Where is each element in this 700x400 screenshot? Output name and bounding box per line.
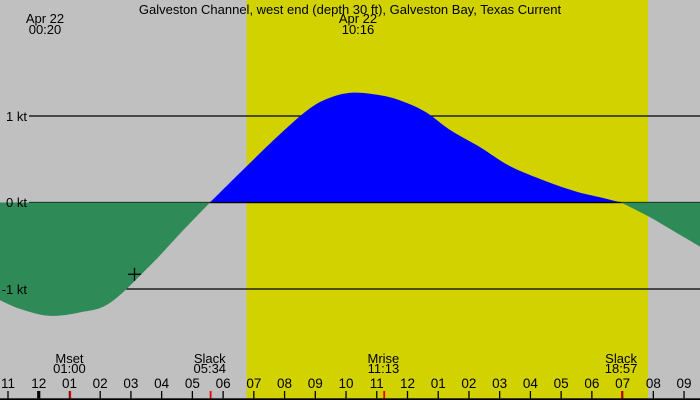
event-name: Mrise: [367, 351, 400, 366]
event-label: Mset 01:00: [34, 351, 104, 376]
hour-label: 07: [615, 376, 631, 391]
hour-label: 12: [31, 376, 47, 391]
hour-label: 08: [645, 376, 661, 391]
flood-area: [210, 92, 621, 203]
hour-label: 12: [399, 376, 415, 391]
ebb-area-right: [621, 202, 700, 247]
event-label: Slack 18:57: [586, 351, 656, 376]
y-axis-label: -1 kt: [1, 281, 27, 297]
y-axis-label: 0 kt: [6, 195, 27, 210]
hour-label: 03: [123, 376, 139, 391]
max-ebb-date: Apr 22: [25, 11, 65, 26]
y-axis-label: 1 kt: [6, 108, 27, 124]
hour-label: 11: [0, 376, 15, 391]
event-time: 01:00: [53, 360, 86, 376]
max-flood-timestamp: Apr 22 10:16: [316, 11, 400, 37]
event-name: Slack: [193, 351, 226, 366]
hour-label: 02: [92, 376, 108, 391]
ebb-area-left: [0, 202, 210, 316]
event-name: Slack: [605, 351, 637, 366]
max-flood-date: Apr 22: [338, 11, 378, 26]
event-time: 05:34: [193, 360, 227, 376]
hour-label: 04: [154, 376, 170, 391]
hour-label: 11: [369, 376, 384, 391]
hour-label: 01: [430, 376, 446, 391]
hour-label: 09: [307, 376, 323, 391]
hour-label: 09: [676, 376, 692, 391]
hour-label: 08: [277, 376, 293, 391]
event-label: Mrise 11:13: [348, 351, 418, 376]
hour-label: 10: [338, 376, 354, 391]
hour-label: 07: [246, 376, 262, 391]
hour-label: 06: [584, 376, 600, 391]
hour-label: 04: [522, 376, 538, 391]
event-time: 11:13: [367, 360, 400, 376]
hour-label: 02: [461, 376, 477, 391]
max-ebb-timestamp: Apr 22 00:20: [3, 11, 87, 37]
event-time: 18:57: [604, 360, 638, 376]
event-name: Mset: [55, 351, 84, 366]
hour-label: 01: [61, 376, 77, 391]
hour-label: 05: [553, 376, 569, 391]
hour-label: 06: [215, 376, 231, 391]
hour-label: 03: [492, 376, 508, 391]
max-ebb-time: 00:20: [28, 21, 62, 37]
event-label: Slack 05:34: [175, 351, 245, 376]
bottom-axis-bar: [0, 398, 700, 400]
max-flood-time: 10:16: [341, 21, 375, 37]
graph-title: Galveston Channel, west end (depth 30 ft…: [138, 2, 562, 17]
hour-label: 05: [184, 376, 200, 391]
